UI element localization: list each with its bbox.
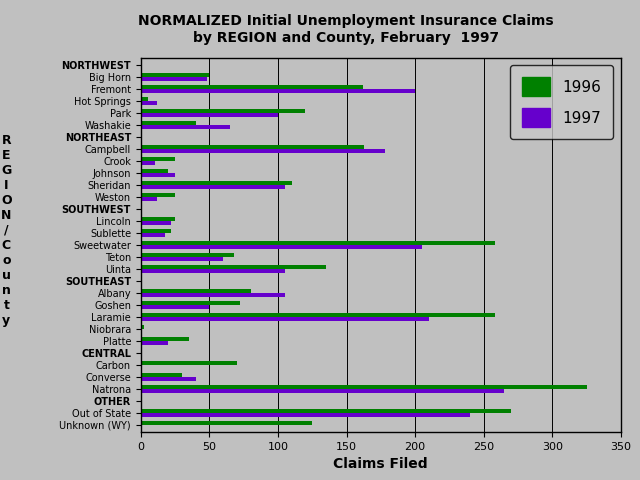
Bar <box>141 413 470 417</box>
Bar <box>141 77 207 81</box>
Bar <box>141 121 196 125</box>
Bar <box>141 217 175 221</box>
Bar <box>141 257 223 261</box>
Bar <box>141 337 189 341</box>
Bar <box>141 233 166 237</box>
Bar <box>141 305 209 309</box>
Bar <box>141 173 175 177</box>
Bar <box>141 193 175 197</box>
Bar <box>141 73 209 77</box>
Bar <box>141 149 385 153</box>
Bar <box>141 185 285 189</box>
Bar <box>141 373 182 377</box>
Bar <box>141 89 415 93</box>
Text: R
E
G
I
O
N
/
C
o
u
n
t
y: R E G I O N / C o u n t y <box>1 134 12 327</box>
Bar <box>141 293 285 297</box>
Bar <box>141 325 143 329</box>
Bar <box>141 377 196 381</box>
Bar <box>141 197 157 201</box>
Bar <box>141 161 154 165</box>
Bar <box>141 421 312 425</box>
Bar <box>141 101 157 105</box>
Bar <box>141 265 326 269</box>
Bar <box>141 145 364 149</box>
Bar <box>141 389 504 393</box>
Bar <box>141 109 305 113</box>
Bar <box>141 341 168 345</box>
Bar <box>141 245 422 249</box>
Bar <box>141 361 237 365</box>
Bar <box>141 221 171 225</box>
Bar <box>141 317 429 321</box>
Bar <box>141 253 234 257</box>
Bar <box>141 157 175 161</box>
Bar <box>141 97 148 101</box>
Bar <box>141 181 292 185</box>
Bar <box>141 409 511 413</box>
Bar <box>141 125 230 129</box>
Bar <box>141 85 363 89</box>
Bar <box>141 113 278 117</box>
Bar <box>141 269 285 273</box>
X-axis label: Claims Filed: Claims Filed <box>333 457 428 471</box>
Bar <box>141 169 168 173</box>
Bar <box>141 229 171 233</box>
Bar <box>141 385 586 389</box>
Bar <box>141 289 250 293</box>
Bar <box>141 241 495 245</box>
Text: NORMALIZED Initial Unemployment Insurance Claims
by REGION and County, February : NORMALIZED Initial Unemployment Insuranc… <box>138 14 554 45</box>
Bar <box>141 301 239 305</box>
Legend: 1996, 1997: 1996, 1997 <box>510 65 613 139</box>
Bar <box>141 313 495 317</box>
